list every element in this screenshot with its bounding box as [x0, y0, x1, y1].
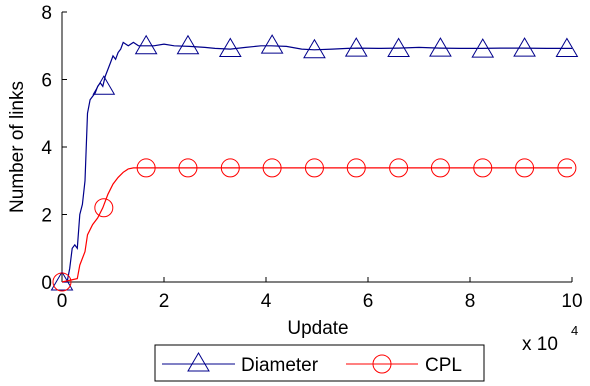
- data-point-cpl: [515, 158, 535, 178]
- data-point-cpl: [346, 158, 366, 178]
- series-cpl: [52, 158, 577, 292]
- series-layer: [50, 34, 579, 292]
- y-tick-label: 4: [41, 138, 52, 159]
- legend-item-diameter: Diameter: [162, 352, 319, 376]
- data-point-diameter: [260, 34, 284, 54]
- legend-box: [154, 344, 485, 382]
- data-point-cpl: [178, 158, 198, 178]
- y-tick-label: 6: [41, 71, 52, 92]
- series-line-cpl: [61, 167, 572, 283]
- data-point-diameter: [92, 75, 116, 95]
- data-point-diameter: [176, 34, 200, 55]
- data-point-cpl: [52, 272, 72, 292]
- data-point-diameter: [344, 37, 368, 57]
- data-point-cpl: [220, 158, 240, 178]
- y-tick-label: 2: [41, 206, 52, 227]
- data-point-diameter: [471, 38, 495, 58]
- series-line-diameter: [62, 41, 572, 283]
- data-point-cpl: [304, 158, 324, 178]
- data-point-diameter: [429, 37, 452, 57]
- data-point-diameter: [134, 34, 158, 55]
- plot-area: [62, 12, 572, 282]
- data-point-cpl: [94, 198, 114, 218]
- x-axis-multiplier-exponent: 4: [571, 323, 578, 338]
- data-point-diameter: [303, 38, 326, 59]
- legend-label-diameter: Diameter: [241, 355, 319, 376]
- data-point-cpl: [136, 158, 156, 178]
- data-point-cpl: [557, 158, 577, 178]
- legend-item-cpl: CPL: [346, 354, 462, 376]
- data-point-diameter: [513, 37, 536, 57]
- circle-marker-icon: [372, 354, 392, 374]
- axes: 0 2 4 6 8 10 0 2 4 6 8: [41, 3, 582, 312]
- x-tick-label: 4: [261, 291, 272, 312]
- data-point-diameter: [555, 37, 579, 57]
- triangle-marker-icon: [187, 352, 210, 372]
- x-axis-label: Update: [287, 318, 348, 339]
- plot-background: [62, 12, 572, 282]
- x-tick-label: 8: [465, 291, 476, 312]
- x-tick-label: 2: [159, 291, 170, 312]
- y-tick-label: 8: [41, 3, 52, 24]
- x-axis-multiplier-base: x 10: [522, 334, 558, 355]
- legend: Diameter CPL: [154, 344, 485, 382]
- x-tick-label: 0: [57, 291, 68, 312]
- x-tick-label: 10: [561, 291, 582, 312]
- y-tick-label: 0: [41, 273, 52, 294]
- data-point-cpl: [389, 158, 409, 178]
- data-point-cpl: [473, 158, 493, 178]
- x-tick-label: 6: [363, 291, 374, 312]
- data-point-cpl: [262, 158, 282, 178]
- data-point-cpl: [430, 158, 450, 178]
- data-point-diameter: [387, 37, 410, 57]
- legend-label-cpl: CPL: [425, 355, 462, 376]
- y-axis-label: Number of links: [7, 81, 28, 213]
- data-point-diameter: [218, 37, 242, 57]
- series-diameter: [50, 34, 579, 291]
- x-axis-multiplier: x 10 4: [522, 323, 578, 355]
